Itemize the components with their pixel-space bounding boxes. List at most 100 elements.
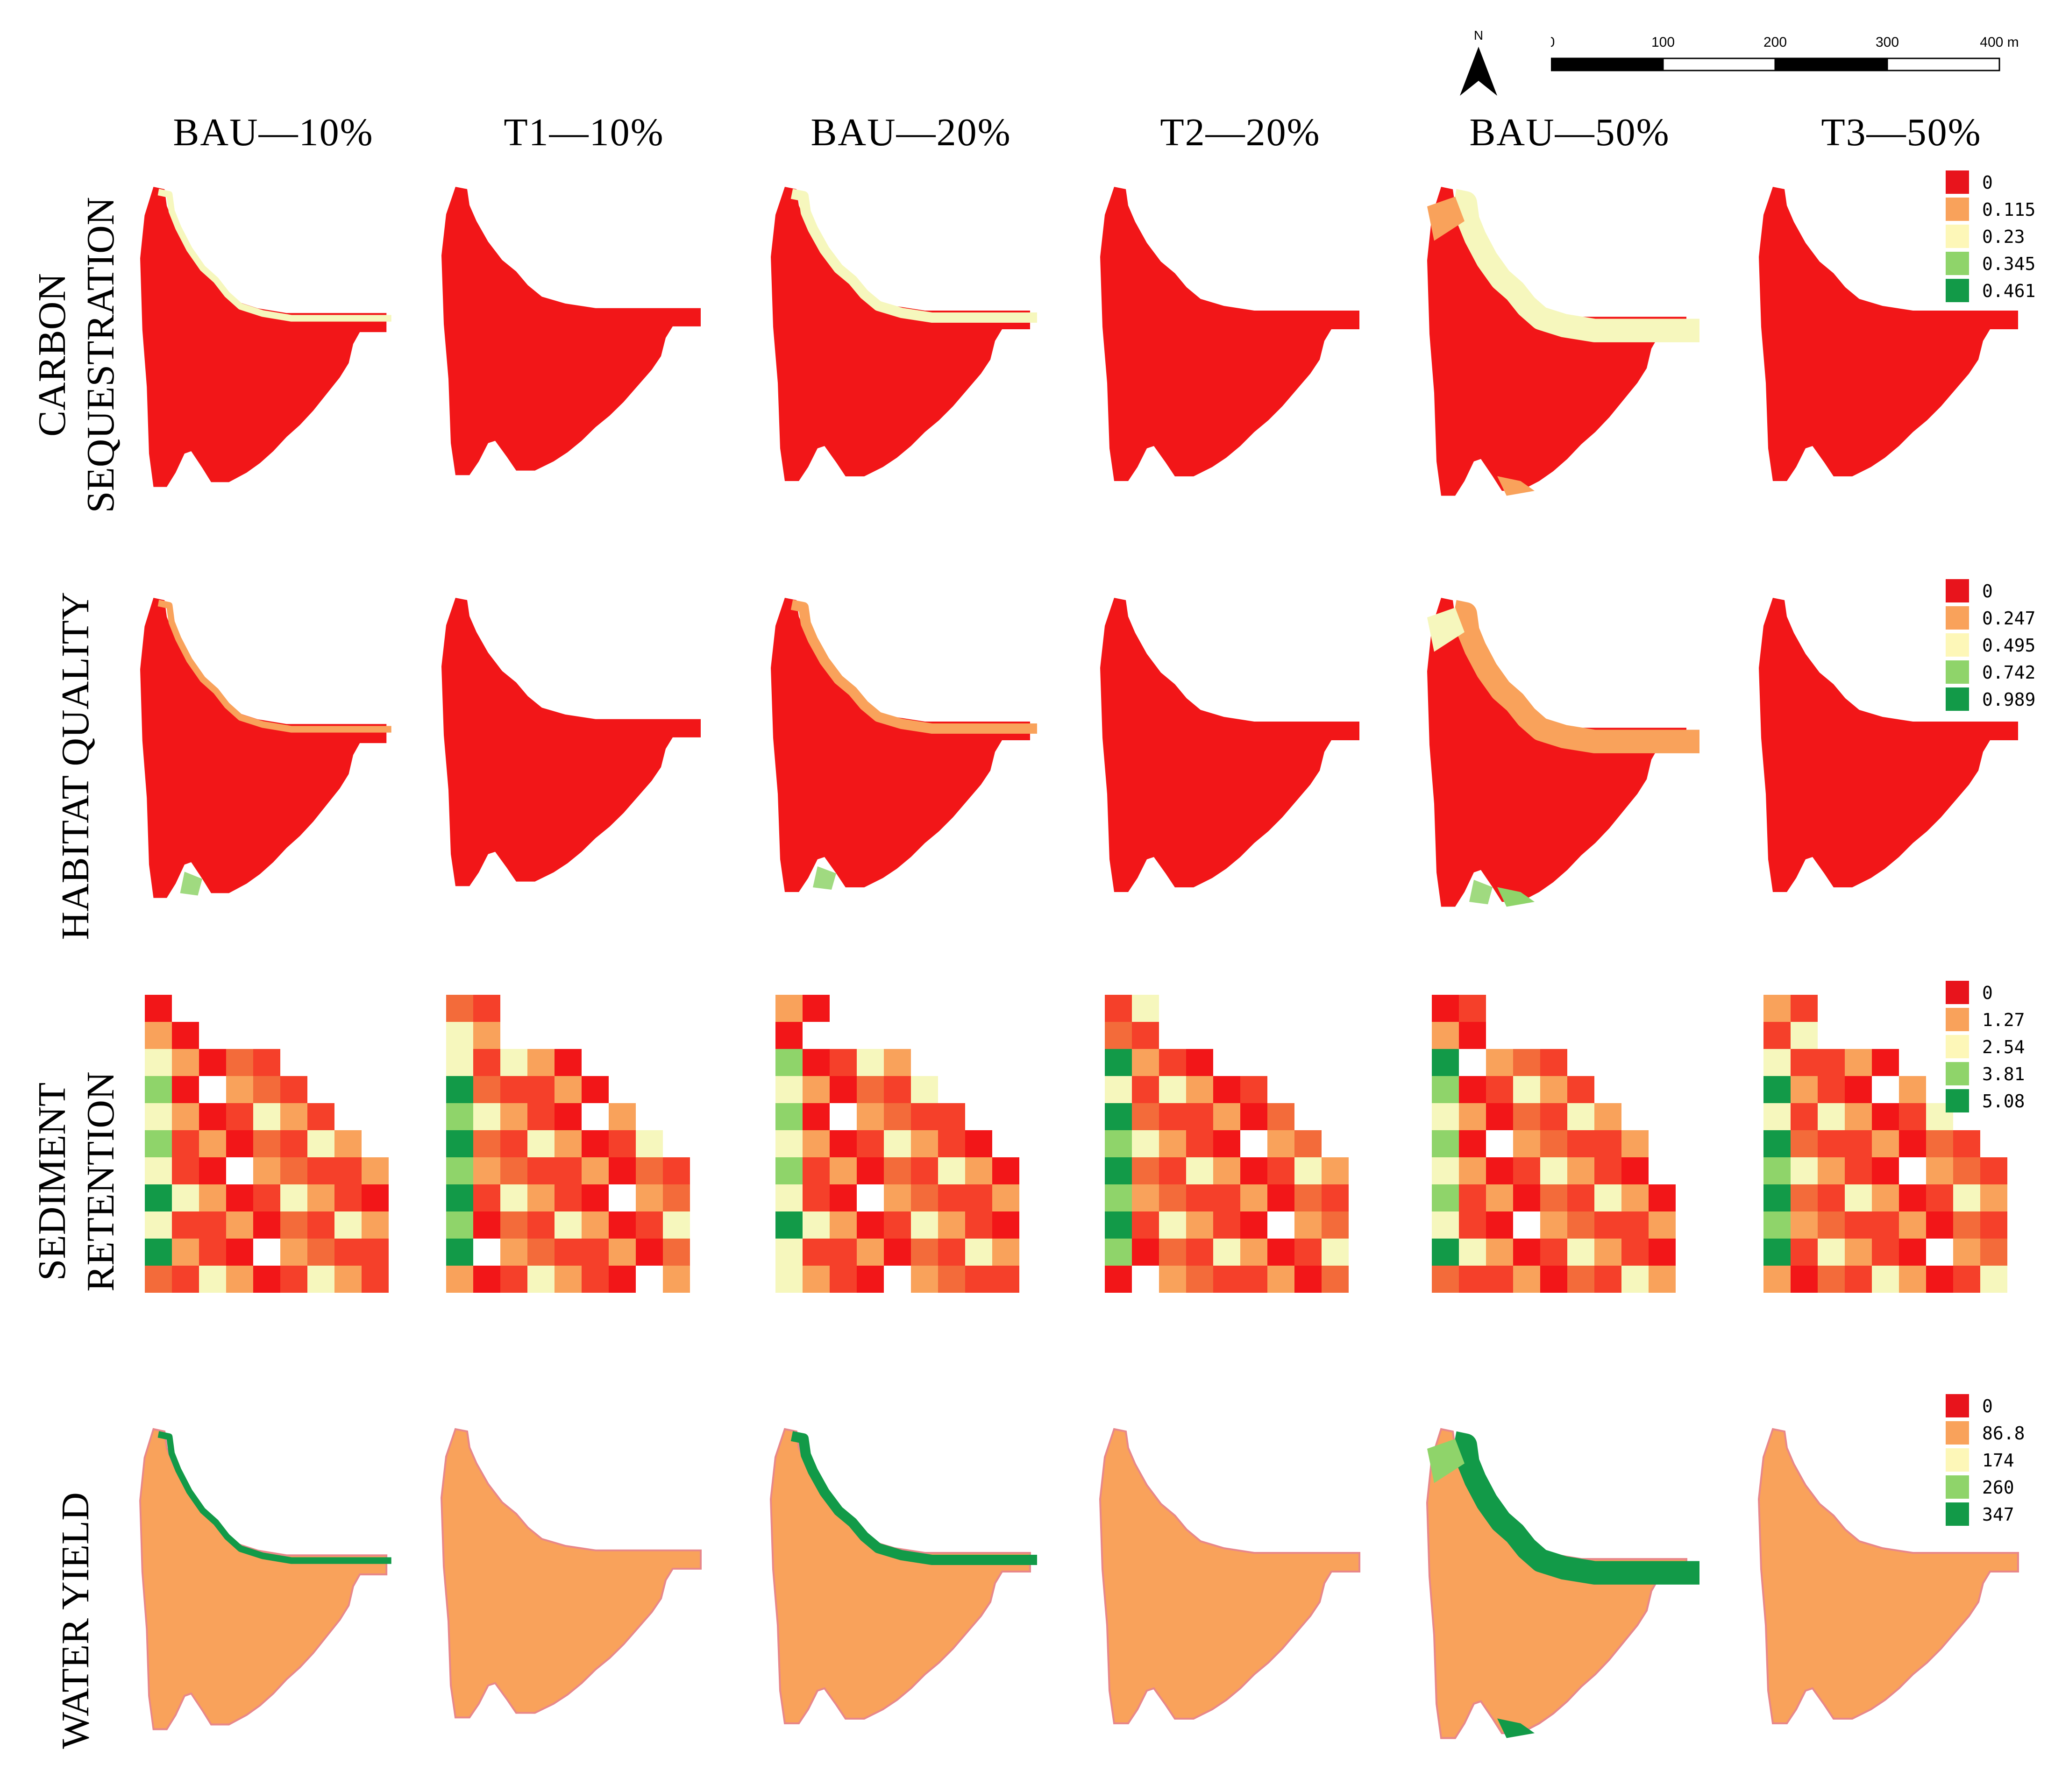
sediment-cell: [334, 1211, 362, 1239]
sediment-cell: [830, 1049, 857, 1076]
sediment-cell: [500, 1049, 527, 1076]
sediment-cell: [857, 1103, 884, 1130]
sediment-cell: [1763, 1211, 1791, 1239]
sediment-cell: [199, 1049, 226, 1076]
sediment-cell: [199, 1103, 226, 1130]
sediment-cell: [1213, 1076, 1240, 1103]
sediment-cell: [775, 1022, 803, 1049]
sediment-cell: [1159, 1103, 1186, 1130]
sediment-cell: [1105, 995, 1132, 1022]
sediment-cell: [1322, 1184, 1349, 1211]
sediment-cell: [1213, 1103, 1240, 1130]
sediment-cell: [857, 1239, 884, 1266]
sediment-cell: [775, 1266, 803, 1293]
sediment-cell: [1872, 1184, 1899, 1211]
sediment-cell: [911, 1239, 938, 1266]
sediment-cell: [1432, 1266, 1459, 1293]
map-fringe-bottom: [813, 866, 836, 890]
sediment-cell: [199, 1076, 226, 1103]
sediment-cell: [582, 1157, 609, 1184]
sediment-cell: [1567, 1157, 1594, 1184]
sediment-cell: [1213, 1211, 1240, 1239]
sediment-cell: [446, 1103, 473, 1130]
sediment-cell: [1872, 1049, 1899, 1076]
sediment-cell: [555, 1049, 582, 1076]
legend-value: 347: [1982, 1504, 2014, 1525]
sediment-cell: [226, 1103, 253, 1130]
map-territory: [1100, 598, 1359, 892]
sediment-cell: [1322, 1266, 1349, 1293]
sediment-cell: [500, 1076, 527, 1103]
map-fringe-bottom: [1497, 476, 1535, 496]
sediment-cell: [1926, 1157, 1953, 1184]
sediment-cell: [1513, 1266, 1540, 1293]
sediment-cell: [1899, 1184, 1926, 1211]
sediment-cell: [1132, 1022, 1159, 1049]
sediment-cell: [145, 1130, 172, 1157]
map-panel-r0-c5: [1759, 187, 2018, 481]
sediment-cell: [473, 1239, 500, 1266]
sediment-cell: [1240, 1239, 1267, 1266]
sediment-cell: [1322, 1211, 1349, 1239]
sediment-cell: [1432, 1076, 1459, 1103]
legend-swatch-0: [1946, 1394, 1969, 1417]
sediment-cell: [992, 1211, 1019, 1239]
sediment-cell: [280, 1239, 307, 1266]
sediment-cell: [1486, 1266, 1513, 1293]
sediment-cell: [1486, 1157, 1513, 1184]
map-panel-r1-c3: [1100, 598, 1359, 892]
sediment-cell: [1294, 1184, 1322, 1211]
sediment-cell: [1791, 1130, 1818, 1157]
sediment-cell: [1459, 1211, 1486, 1239]
sediment-cell: [446, 995, 473, 1022]
map-panel-r1-c2: [771, 598, 1037, 892]
sediment-cell: [226, 1076, 253, 1103]
sediment-cell: [1567, 1266, 1594, 1293]
sediment-cell: [1486, 1076, 1513, 1103]
scale-bar: 0 100 200 300 400 m: [1551, 35, 2019, 71]
legend-value: 0.345: [1982, 254, 2036, 274]
legend-swatch-1: [1946, 1421, 1969, 1445]
legend-value: 3.81: [1982, 1064, 2025, 1084]
sediment-cell: [500, 1157, 527, 1184]
sediment-cell: [1486, 1239, 1513, 1266]
sediment-cell: [145, 1184, 172, 1211]
sediment-cell: [1872, 1157, 1899, 1184]
map-fringe: [157, 189, 391, 322]
sediment-cell: [803, 995, 830, 1022]
sediment-cell: [1186, 1157, 1213, 1184]
legend-swatch-2: [1946, 633, 1969, 657]
sediment-cell: [1594, 1266, 1621, 1293]
sediment-cell: [1899, 1103, 1926, 1130]
sediment-cell: [1513, 1157, 1540, 1184]
sediment-cell: [199, 1266, 226, 1293]
sediment-cell: [609, 1239, 636, 1266]
sediment-cell: [992, 1184, 1019, 1211]
sediment-cell: [307, 1184, 334, 1211]
map-fringe-bottom: [1497, 887, 1535, 907]
sediment-cell: [1953, 1130, 1980, 1157]
sediment-cell: [172, 1022, 199, 1049]
sediment-cell: [253, 1157, 280, 1184]
scale-tick-200: 200: [1763, 35, 1787, 50]
sediment-cell: [446, 1239, 473, 1266]
sediment-cell: [253, 1266, 280, 1293]
sediment-cell: [199, 1184, 226, 1211]
sediment-cell: [307, 1130, 334, 1157]
sediment-cell: [1294, 1157, 1322, 1184]
sediment-cell: [1432, 1211, 1459, 1239]
sediment-cell: [884, 1266, 911, 1293]
sediment-cell: [145, 1211, 172, 1239]
sediment-cell: [830, 1076, 857, 1103]
sediment-cell: [1267, 1211, 1294, 1239]
sediment-cell: [775, 1157, 803, 1184]
sediment-cell: [446, 1157, 473, 1184]
sediment-cell: [446, 1266, 473, 1293]
sediment-cell: [803, 1130, 830, 1157]
sediment-cell: [1540, 1184, 1567, 1211]
sediment-cell: [1845, 1103, 1872, 1130]
legend-swatch-3: [1946, 1475, 1969, 1499]
legend-value: 0.115: [1982, 199, 2036, 220]
map-panel-r1-c5: [1759, 598, 2018, 892]
